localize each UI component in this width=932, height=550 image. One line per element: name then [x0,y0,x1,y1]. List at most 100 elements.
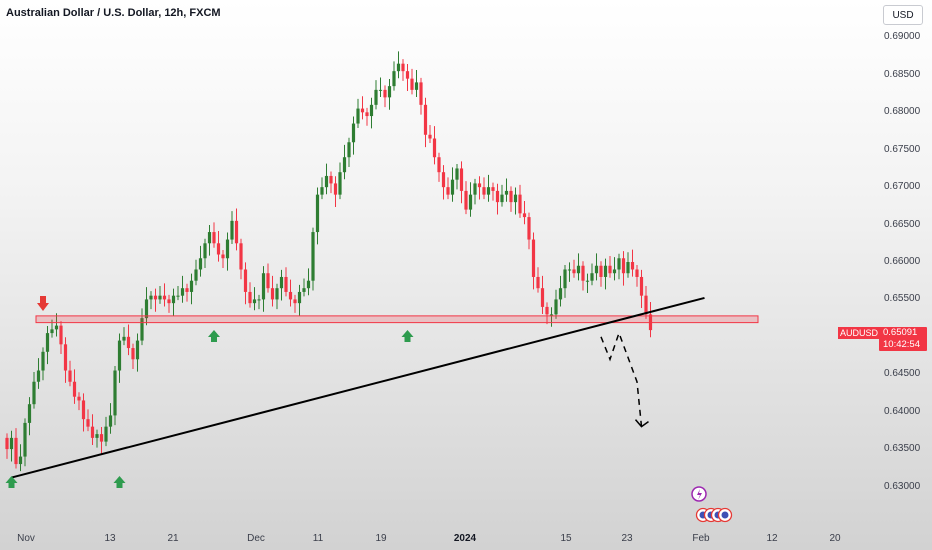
candle-body [23,422,27,457]
candle-body [158,295,162,300]
candle-body [104,426,108,442]
candle-body [360,108,365,113]
candle-body [585,280,590,282]
time-tick-label: 19 [375,533,387,544]
candle-body [630,262,635,270]
time-tick-label: Feb [692,533,710,544]
candle-body [189,280,194,292]
bar-countdown: 10:42:54 [883,339,920,350]
candle-body [194,269,198,281]
candle-body [455,168,459,180]
time-tick-label: Dec [247,533,265,544]
candle-body [351,123,356,143]
time-tick-label: 12 [766,533,778,544]
candle-body [221,254,225,259]
candle-body [122,336,126,341]
candle-body [491,187,495,191]
candle-body [576,265,581,274]
candle-body [9,437,14,450]
up-arrow-icon [5,476,18,488]
candle-body [639,276,644,296]
candlestick-chart[interactable] [0,0,872,528]
candle-body [504,190,509,195]
candle-body [446,187,450,195]
candle-body [342,157,347,173]
candle-body [311,232,315,281]
candle-body [293,299,297,304]
candle-body [396,63,401,72]
price-tick-label: 0.64000 [884,405,921,417]
candle-body [297,291,302,304]
candle-body [167,299,171,304]
candle-body [288,291,293,300]
time-tick-label: 15 [560,533,572,544]
candle-body [203,243,207,259]
candle-body [572,269,576,274]
price-tick-label: 0.66000 [884,256,921,267]
candle-body [275,288,279,300]
time-tick-label: 21 [167,533,179,544]
candle-body [378,89,383,91]
candle-body [50,329,54,334]
candle-body [108,415,113,427]
candle-body [302,288,306,292]
candle-body [531,239,536,277]
candle-body [180,288,185,296]
support-trendline [11,296,705,479]
candle-body [365,112,369,117]
candle-body [626,262,630,274]
candle-body [144,299,149,319]
candle-body [387,86,392,98]
candle-body [279,276,284,289]
candle-body [432,138,437,158]
candle-body [225,239,230,259]
projection-path [600,330,643,427]
candle-body [162,295,167,300]
candle-body [257,299,261,301]
candle-body [554,299,558,315]
time-tick-label: 13 [104,533,116,544]
time-tick-label: Nov [17,533,35,544]
candle-body [522,213,527,218]
up-arrow-icon [113,476,126,488]
candle-body [383,89,387,98]
candle-body [423,104,428,135]
candle-body [558,288,563,300]
candle-body [117,340,122,371]
candle-body [266,273,270,289]
candle-body [419,82,423,105]
price-tick-label: 0.65500 [884,293,921,305]
candle-body [347,142,351,158]
candle-body [581,265,585,281]
up-arrow-icon [401,330,414,342]
chart-plot-area[interactable] [0,0,872,528]
candle-body [594,265,599,274]
candle-body [176,295,180,297]
chart-title: Australian Dollar / U.S. Dollar, 12h, FX… [6,7,221,19]
candle-body [545,306,549,315]
candle-body [500,194,504,203]
price-tick-label: 0.64500 [884,368,921,380]
candle-body [599,265,603,277]
candle-body [464,190,468,210]
time-tick-label: 20 [829,533,841,544]
candle-body [95,434,99,438]
candle-body [216,243,221,255]
candle-body [230,220,234,240]
resistance-zone [35,315,759,324]
candle-body [5,437,9,450]
candle-body [320,187,324,195]
price-tick-label: 0.69000 [884,31,921,43]
candle-body [86,419,90,427]
candle-body [113,370,117,416]
time-tick-label: 11 [312,533,324,544]
price-tick-label: 0.67500 [884,143,921,155]
candle-body [333,183,338,195]
candle-body [540,288,545,307]
up-arrow-icon [208,330,220,342]
candle-body [509,190,513,203]
candle-body [567,269,572,271]
candle-body [270,288,275,300]
time-tick-label: 2024 [453,533,477,544]
currency-button[interactable]: USD [883,5,923,25]
